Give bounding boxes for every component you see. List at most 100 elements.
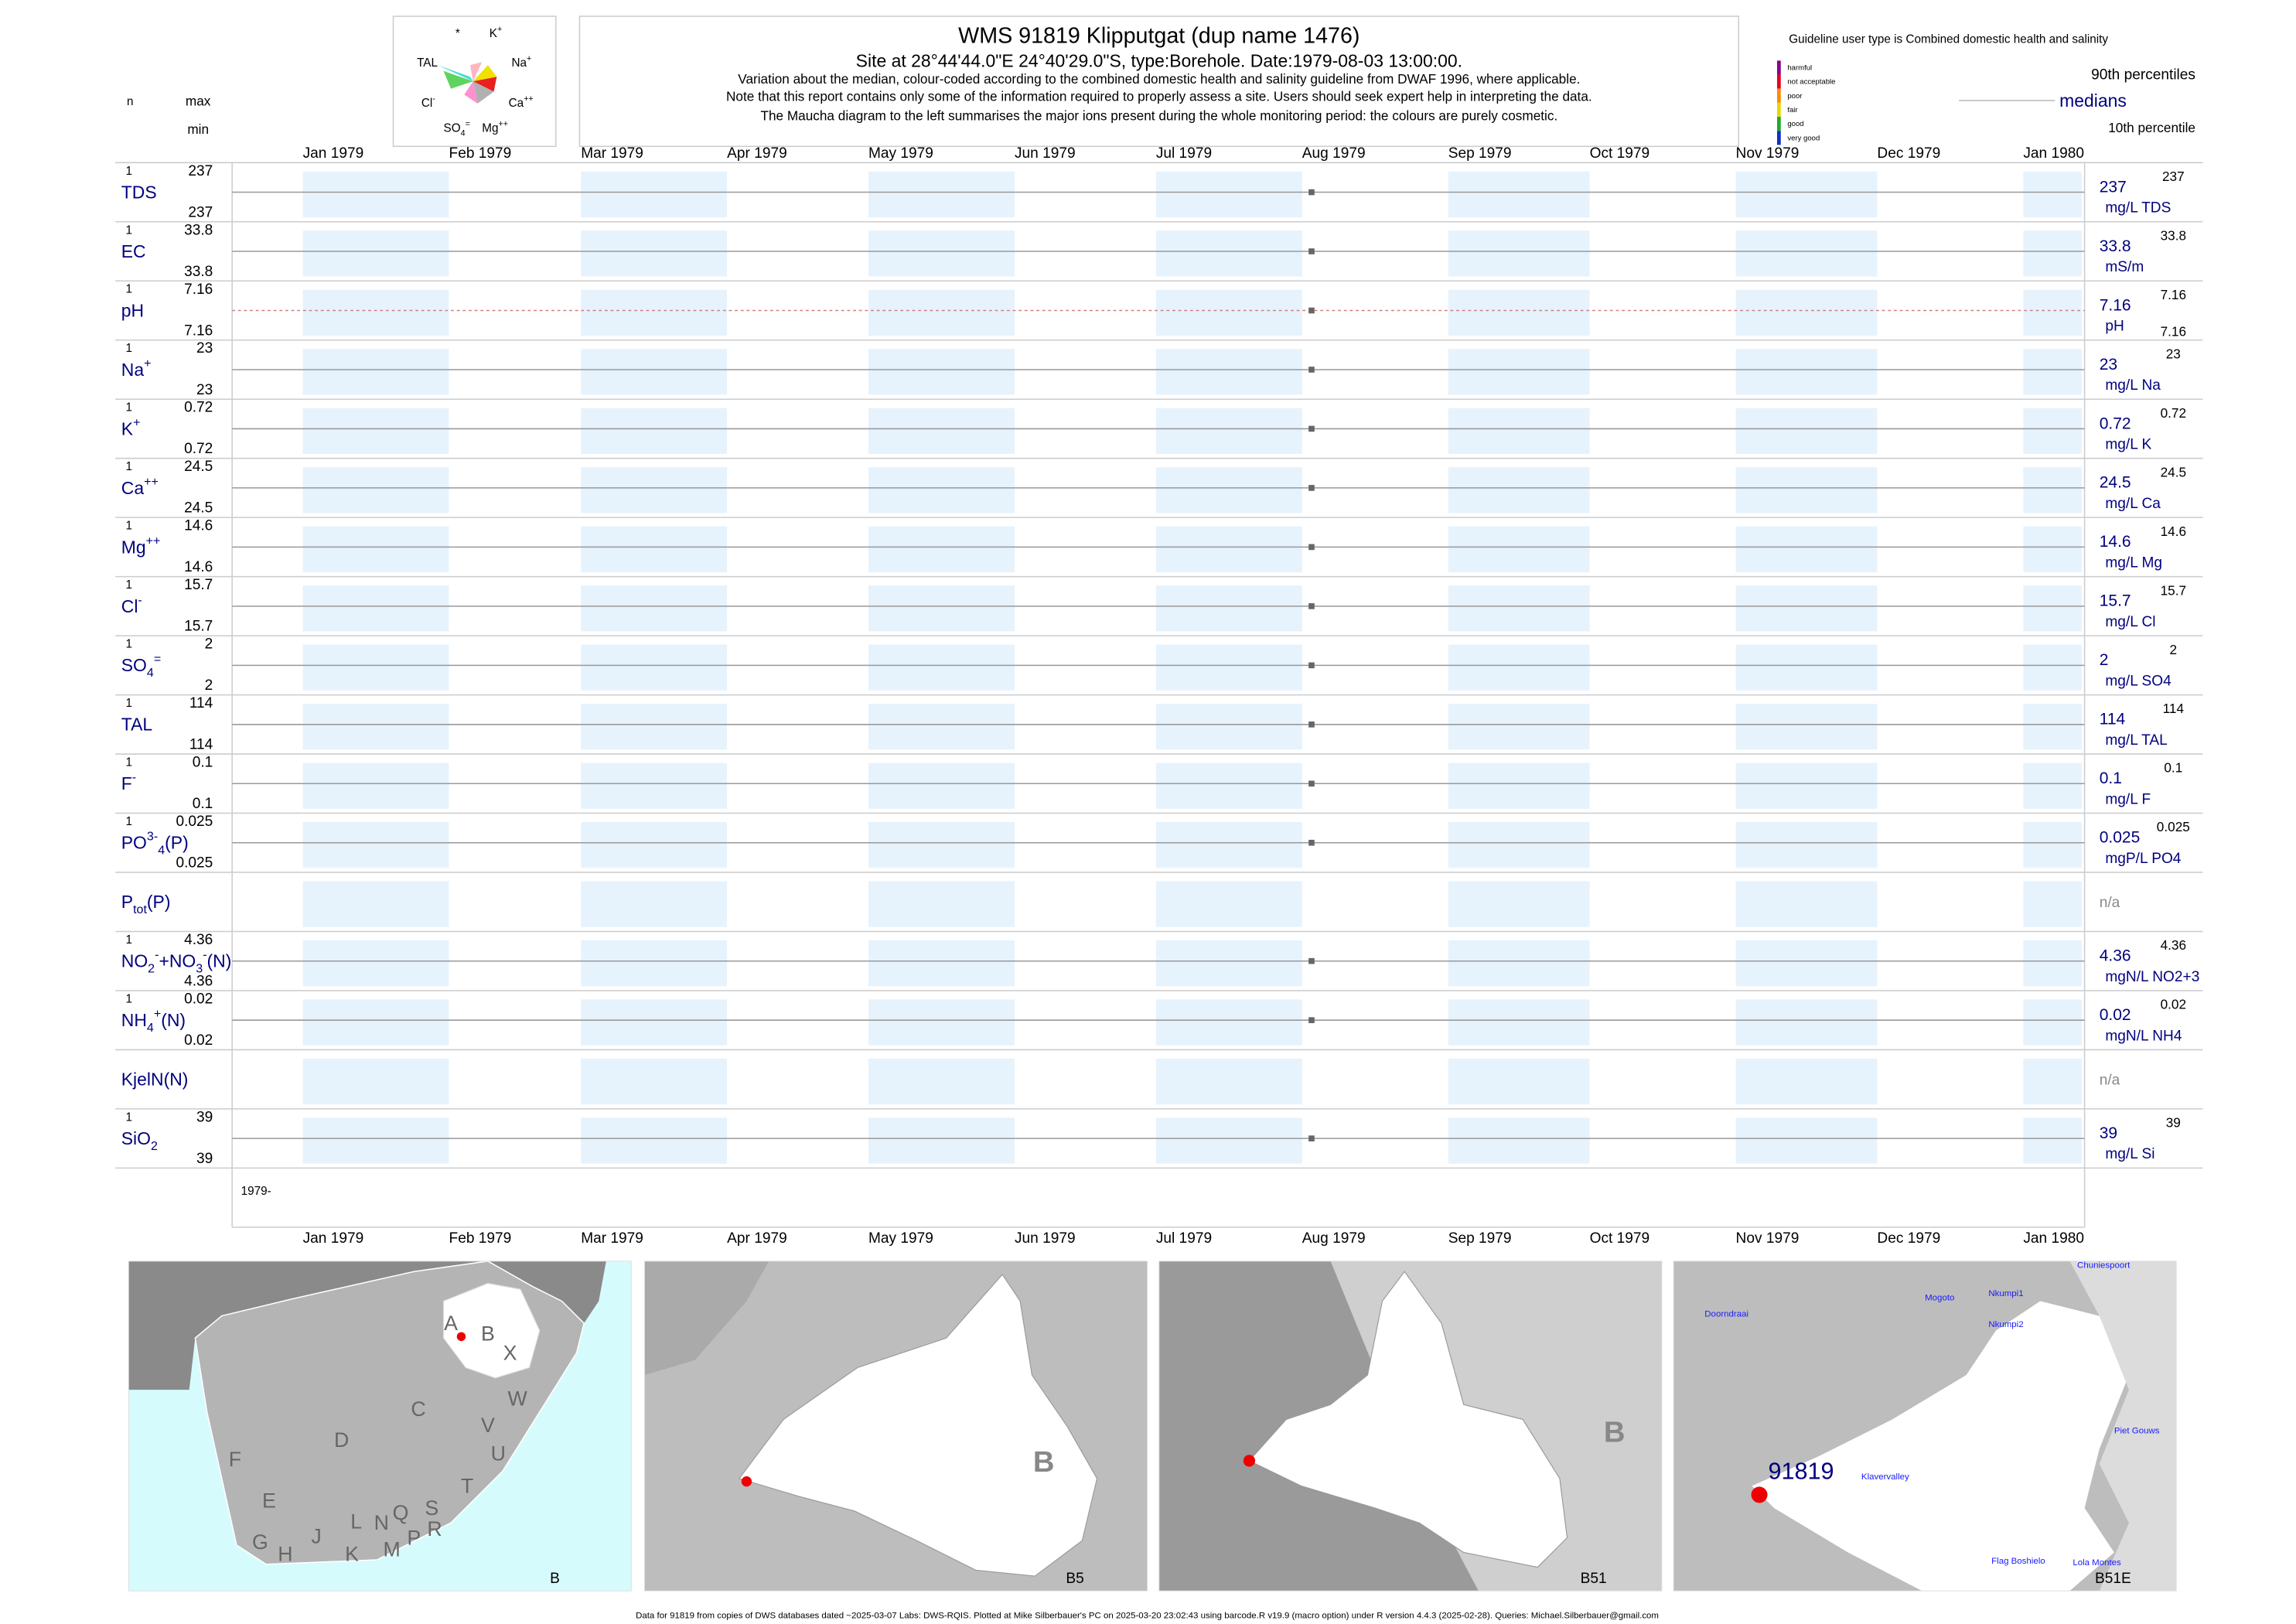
x-tick-label: May 1979 bbox=[868, 145, 933, 162]
month-shade bbox=[302, 289, 449, 336]
region-label: R bbox=[427, 1517, 442, 1540]
month-shade bbox=[1448, 467, 1590, 513]
min-label: 7.16 bbox=[184, 322, 213, 339]
n-label: 1 bbox=[126, 342, 132, 355]
maucha-label: K+ bbox=[490, 25, 502, 40]
unit-label: mg/L K bbox=[2105, 437, 2151, 453]
month-shade bbox=[302, 408, 449, 454]
month-shade bbox=[1735, 1117, 1878, 1164]
guideline-class: fair bbox=[1787, 106, 1798, 114]
month-shade bbox=[1448, 171, 1590, 218]
label-part: ++ bbox=[498, 119, 507, 128]
x-tick-label: Dec 1979 bbox=[1877, 145, 1940, 162]
note: The Maucha diagram to the left summarise… bbox=[760, 108, 1557, 124]
sample-point bbox=[1308, 1017, 1315, 1024]
region-label: Q bbox=[393, 1501, 409, 1524]
region-label: N bbox=[374, 1511, 389, 1534]
month-shade bbox=[581, 763, 728, 809]
unit-label: pH bbox=[2105, 319, 2124, 335]
month-shade bbox=[1155, 230, 1302, 277]
label-part: Ca bbox=[121, 478, 145, 498]
month-shade bbox=[1735, 881, 1878, 927]
sample-point bbox=[1308, 839, 1315, 846]
row-label: TDS bbox=[121, 183, 157, 203]
label-part: EC bbox=[121, 241, 146, 261]
p90-label: 14.6 bbox=[2161, 524, 2186, 539]
month-shade bbox=[2023, 940, 2082, 987]
unit-label: mg/L Si bbox=[2105, 1146, 2154, 1162]
month-shade bbox=[868, 230, 1015, 277]
month-shade bbox=[2023, 644, 2082, 691]
region-label: B bbox=[481, 1322, 495, 1345]
p90-label: 7.16 bbox=[2161, 287, 2186, 302]
label-part: (N) bbox=[207, 951, 232, 971]
maucha-label: Cl- bbox=[421, 94, 435, 110]
month-shade bbox=[1155, 171, 1302, 218]
label-part: + bbox=[133, 416, 140, 430]
max-label: 23 bbox=[196, 340, 213, 357]
guideline-class: harmful bbox=[1787, 63, 1812, 72]
max-label: 24.5 bbox=[184, 459, 213, 475]
month-shade bbox=[581, 999, 728, 1046]
month-shade bbox=[581, 171, 728, 218]
label-part: = bbox=[466, 119, 470, 128]
region-label: F bbox=[229, 1448, 241, 1471]
unit-label: mg/L TAL bbox=[2105, 732, 2167, 749]
month-shade bbox=[302, 1117, 449, 1164]
max-label: 0.02 bbox=[184, 991, 213, 1007]
n-label: 1 bbox=[126, 638, 132, 651]
row-label: Ca++ bbox=[121, 475, 159, 498]
month-shade bbox=[581, 1117, 728, 1164]
month-shade bbox=[581, 644, 728, 691]
month-shade bbox=[868, 763, 1015, 809]
guideline-swatch bbox=[1776, 117, 1781, 131]
month-shade bbox=[1735, 585, 1878, 632]
row-label: NO2-+NO3-(N) bbox=[121, 948, 232, 976]
p90-label: 4.36 bbox=[2161, 937, 2186, 953]
map-b51e bbox=[1673, 1261, 2177, 1592]
n-label: 1 bbox=[126, 933, 132, 947]
region-label: M bbox=[383, 1538, 400, 1561]
guideline-swatch bbox=[1776, 131, 1781, 145]
month-shade bbox=[1735, 644, 1878, 691]
sample-point bbox=[1308, 957, 1315, 964]
month-shade bbox=[868, 881, 1015, 927]
median-label: 24.5 bbox=[2100, 474, 2131, 492]
month-shade bbox=[1155, 704, 1302, 750]
label-part: K bbox=[121, 418, 134, 438]
label-part: TDS bbox=[121, 183, 157, 203]
map-frame bbox=[1158, 1261, 1663, 1592]
month-shade bbox=[1448, 881, 1590, 927]
month-shade bbox=[302, 526, 449, 572]
region-label: T bbox=[461, 1474, 473, 1497]
month-shade bbox=[302, 171, 449, 218]
month-shade bbox=[1155, 940, 1302, 987]
p90-label: 0.72 bbox=[2161, 405, 2186, 421]
footer: Data for 91819 from copies of DWS databa… bbox=[636, 1612, 1659, 1621]
min-label: 0.72 bbox=[184, 441, 213, 457]
month-shade bbox=[1735, 408, 1878, 454]
label-part: F bbox=[121, 773, 132, 793]
guideline-swatch bbox=[1776, 74, 1781, 89]
month-shade bbox=[1155, 881, 1302, 927]
min-label: 15.7 bbox=[184, 619, 213, 635]
month-shade bbox=[581, 881, 728, 927]
guideline-class: good bbox=[1787, 120, 1803, 128]
label-part: 4 bbox=[147, 1021, 154, 1035]
guideline-class: poor bbox=[1787, 92, 1803, 101]
label-part: 4 bbox=[147, 666, 154, 680]
label-part: Na bbox=[121, 360, 145, 380]
row-label: EC bbox=[121, 241, 146, 261]
month-shade bbox=[2023, 763, 2082, 809]
region-label: L bbox=[350, 1510, 362, 1533]
month-shade bbox=[1448, 822, 1590, 868]
region-label: A bbox=[444, 1312, 458, 1335]
median-label: 0.72 bbox=[2100, 415, 2131, 432]
month-shade bbox=[581, 230, 728, 277]
row-label: SO4= bbox=[121, 652, 161, 680]
month-shade bbox=[2023, 349, 2082, 395]
region-label: G bbox=[252, 1530, 268, 1554]
place-label: Chuniespoort bbox=[2077, 1261, 2131, 1271]
label-part: + bbox=[154, 1007, 161, 1021]
